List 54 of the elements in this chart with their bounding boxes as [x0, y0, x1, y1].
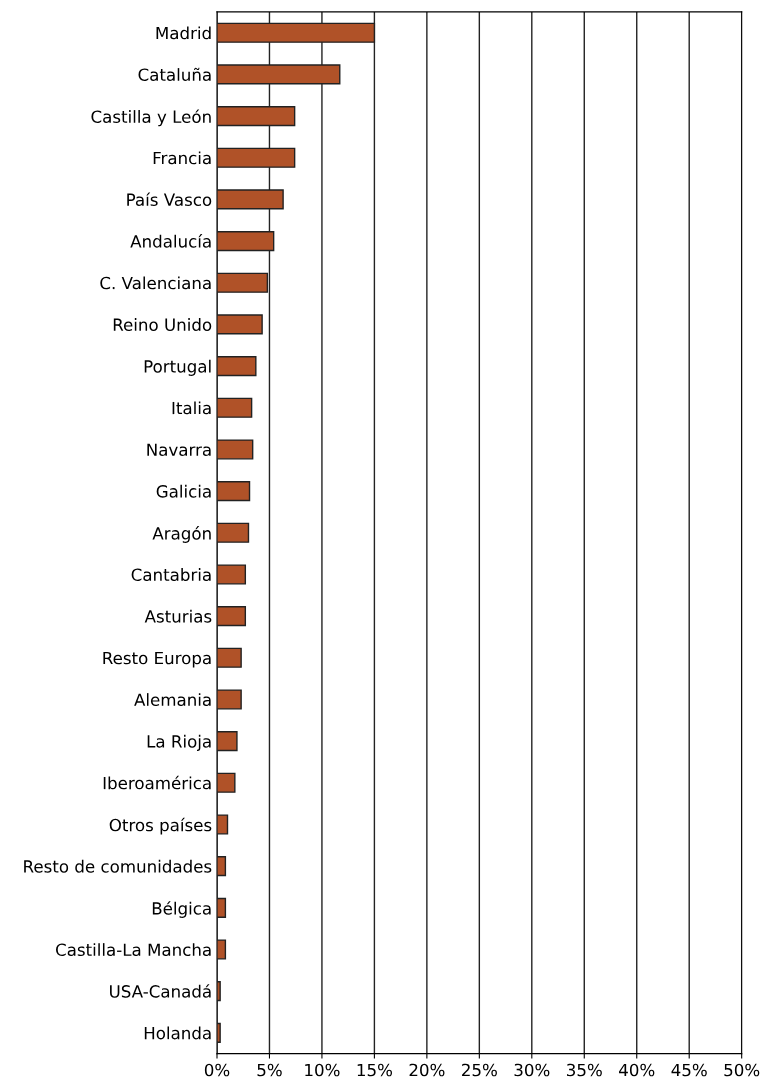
- y-tick-label: Madrid: [156, 26, 211, 40]
- x-tick-label: 0%: [204, 1063, 230, 1077]
- x-tick-label: 15%: [357, 1063, 392, 1077]
- y-tick-label: Alemania: [134, 693, 211, 707]
- y-tick-label: La Rioja: [147, 734, 211, 751]
- x-tick-label: 20%: [409, 1063, 445, 1077]
- y-tick-label: Resto de comunidades: [24, 859, 212, 873]
- bar: [217, 314, 263, 335]
- bar: [217, 481, 251, 502]
- y-tick-label: C. Valenciana: [100, 276, 211, 290]
- bar: [217, 356, 257, 377]
- bar: [217, 939, 227, 960]
- x-tick-label: 10%: [305, 1063, 340, 1077]
- y-tick-label: Castilla y León: [91, 109, 211, 127]
- x-tick-label: 45%: [671, 1063, 707, 1077]
- bar: [217, 397, 253, 418]
- y-tick-label: Francia: [153, 151, 211, 165]
- y-tick-label: Bélgica: [152, 901, 211, 918]
- x-tick-label: 35%: [567, 1063, 602, 1077]
- x-tick-label: 30%: [514, 1063, 550, 1077]
- bar: [217, 564, 247, 585]
- y-tick-label: Aragón: [152, 526, 211, 543]
- bar: [217, 856, 227, 877]
- y-tick-label: Holanda: [144, 1026, 211, 1040]
- bar: [217, 981, 221, 1002]
- y-tick-label: Castilla-La Mancha: [56, 943, 211, 957]
- bar: [217, 606, 247, 627]
- y-tick-label: Andalucía: [130, 234, 211, 248]
- y-tick-label: Reino Unido: [113, 318, 212, 332]
- bar: [217, 522, 250, 543]
- y-tick-label: Galicia: [156, 484, 211, 498]
- bar: [217, 689, 242, 710]
- y-tick-label: Asturias: [144, 609, 212, 623]
- bar: [217, 1022, 221, 1043]
- bar: [217, 897, 227, 918]
- y-tick-label: USA-Canadá: [110, 984, 211, 998]
- x-tick-label: 5%: [257, 1063, 282, 1077]
- y-tick-label: Italia: [172, 401, 211, 415]
- y-tick-label: Iberoamérica: [103, 775, 211, 790]
- y-tick-label: Resto Europa: [103, 651, 211, 668]
- x-tick-label: 40%: [619, 1063, 655, 1077]
- bar: [217, 731, 238, 752]
- x-tick-label: 50%: [724, 1063, 760, 1077]
- bar: [217, 647, 242, 668]
- bar: [217, 439, 254, 460]
- y-tick-label: Portugal: [144, 359, 211, 376]
- y-tick-label: Otros países: [109, 817, 212, 835]
- y-tick-label: País Vasco: [127, 192, 212, 206]
- bar: [217, 814, 229, 835]
- x-tick-label: 25%: [462, 1063, 497, 1077]
- y-tick-label: Navarra: [147, 443, 211, 457]
- y-tick-label: Cataluña: [138, 67, 211, 81]
- y-tick-label: Cantabria: [131, 568, 211, 582]
- bar: [217, 772, 236, 793]
